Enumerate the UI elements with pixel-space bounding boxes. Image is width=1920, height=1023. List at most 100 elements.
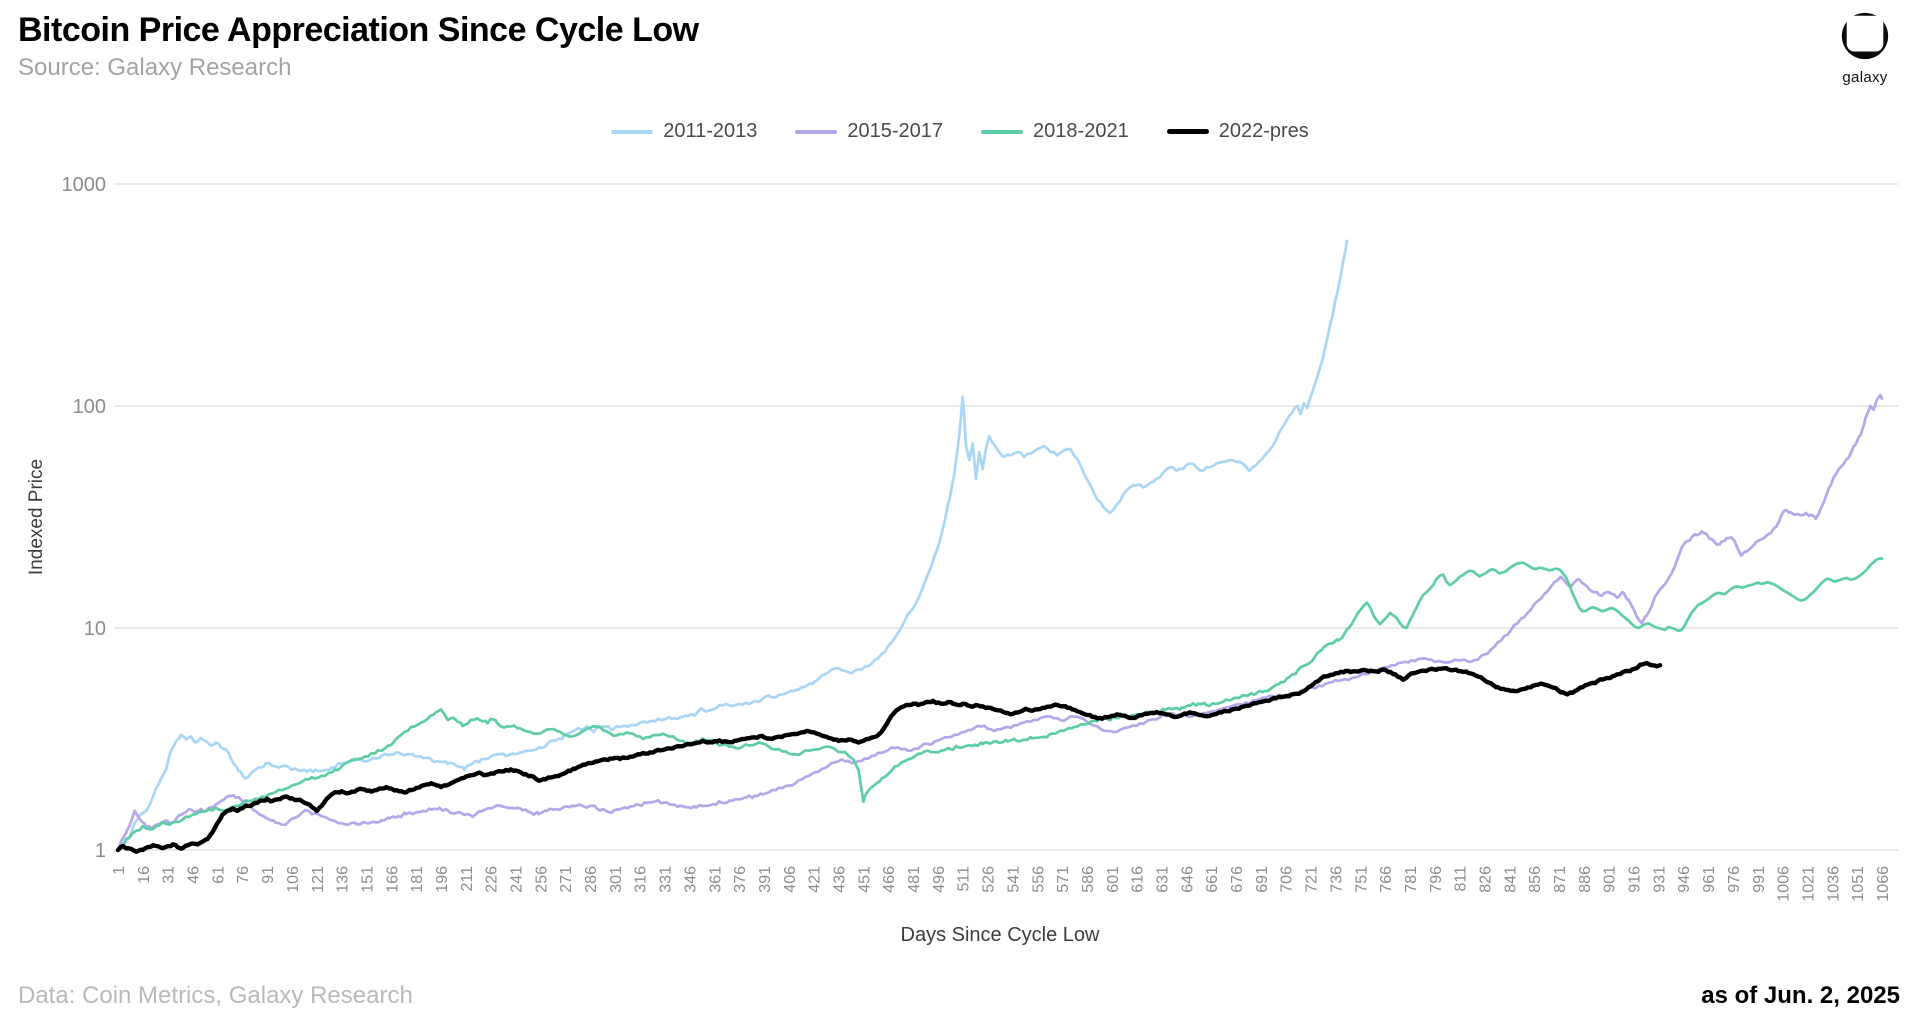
x-tick-label: 871 [1552, 866, 1569, 893]
x-tick-label: 916 [1627, 866, 1644, 893]
legend-label: 2018-2021 [1033, 120, 1129, 142]
legend-label: 2022-pres [1218, 120, 1309, 142]
series-lines [115, 239, 1884, 854]
x-tick-label: 91 [260, 866, 277, 884]
x-tick-label: 961 [1701, 866, 1718, 893]
x-tick-label: 661 [1204, 866, 1221, 893]
x-tick-label: 646 [1179, 866, 1196, 893]
x-tick-label: 256 [533, 866, 550, 893]
x-tick-label: 901 [1602, 866, 1619, 893]
page-subtitle: Source: Galaxy Research [18, 54, 292, 81]
y-tick-label: 1000 [62, 174, 107, 196]
legend-label: 2015-2017 [847, 120, 944, 142]
x-tick-label: 211 [459, 866, 476, 892]
x-tick-label: 391 [757, 866, 774, 893]
legend-item-2015-2017: 2015-2017 [795, 120, 943, 143]
x-tick-label: 16 [136, 866, 153, 884]
x-tick-label: 466 [881, 866, 898, 893]
x-tick-label: 106 [285, 866, 302, 893]
x-tick-label: 451 [856, 866, 873, 893]
x-tick-label: 1006 [1776, 866, 1793, 902]
x-tick-label: 856 [1527, 866, 1544, 893]
x-tick-label: 1 [111, 866, 128, 875]
x-tick-label: 181 [409, 866, 426, 893]
x-tick-label: 196 [434, 866, 451, 893]
series-line-2022-pres [115, 660, 1663, 854]
series-line-2015-2017 [116, 393, 1884, 852]
x-tick-label: 676 [1229, 866, 1246, 893]
x-axis-title: Days Since Cycle Low [901, 924, 1101, 946]
y-tick-label: 1 [95, 840, 106, 862]
legend-item-2022-pres: 2022-pres [1166, 120, 1309, 143]
x-tick-label: 61 [210, 866, 227, 884]
x-tick-label: 1051 [1850, 866, 1867, 902]
x-tick-label: 331 [658, 866, 675, 893]
footer-as-of-date: as of Jun. 2, 2025 [1701, 982, 1900, 1009]
x-axis-tick-labels: 1 16 31 46 61 76 91 106 121 136 151 166 181 196 211 226… [111, 866, 1892, 902]
x-tick-label: 1066 [1875, 866, 1892, 902]
legend-item-2018-2021: 2018-2021 [981, 120, 1129, 143]
x-tick-label: 271 [558, 866, 575, 893]
galaxy-logo-icon [1841, 12, 1889, 60]
x-tick-label: 556 [1030, 866, 1047, 893]
x-tick-label: 301 [608, 866, 625, 893]
legend-swatch [795, 129, 838, 134]
x-tick-label: 361 [707, 866, 724, 893]
footer-data-source: Data: Coin Metrics, Galaxy Research [18, 982, 413, 1009]
galaxy-logo-text: galaxy [1842, 69, 1888, 86]
x-tick-label: 226 [484, 866, 501, 893]
x-tick-label: 691 [1254, 866, 1271, 893]
x-tick-label: 436 [832, 866, 849, 893]
x-tick-label: 751 [1353, 866, 1370, 893]
x-tick-label: 76 [235, 866, 252, 884]
x-tick-label: 841 [1502, 866, 1519, 893]
x-tick-label: 241 [509, 866, 526, 893]
galaxy-logo: galaxy [1830, 10, 1900, 86]
legend-swatch [1166, 129, 1209, 134]
x-tick-label: 346 [682, 866, 699, 893]
gridlines [114, 183, 1898, 851]
x-tick-label: 481 [906, 866, 923, 893]
x-tick-label: 586 [1080, 866, 1097, 893]
x-tick-label: 811 [1453, 866, 1470, 892]
x-tick-label: 931 [1651, 866, 1668, 893]
x-tick-label: 631 [1154, 866, 1171, 893]
x-tick-label: 1021 [1800, 866, 1817, 902]
x-tick-label: 541 [1005, 866, 1022, 893]
x-tick-label: 1036 [1825, 866, 1842, 902]
x-tick-label: 946 [1676, 866, 1693, 893]
x-tick-label: 511 [956, 866, 973, 892]
x-tick-label: 706 [1279, 866, 1296, 893]
series-line-2018-2021 [116, 556, 1884, 852]
legend-label: 2011-2013 [663, 120, 758, 142]
x-tick-label: 976 [1726, 866, 1743, 893]
y-tick-label: 100 [73, 396, 106, 418]
legend-swatch [981, 129, 1024, 134]
x-tick-label: 421 [807, 866, 824, 893]
x-tick-label: 886 [1577, 866, 1594, 893]
x-tick-label: 826 [1477, 866, 1494, 893]
x-tick-label: 166 [384, 866, 401, 893]
y-axis-tick-labels: 1000 100 10 1 [62, 174, 107, 862]
x-tick-label: 601 [1105, 866, 1122, 893]
header: Bitcoin Price Appreciation Since Cycle L… [18, 10, 699, 84]
x-tick-label: 766 [1378, 866, 1395, 893]
series-line-2011-2013 [116, 239, 1349, 852]
x-tick-label: 376 [732, 866, 749, 893]
legend-swatch [611, 129, 654, 134]
x-tick-label: 526 [981, 866, 998, 893]
x-tick-label: 721 [1304, 866, 1321, 893]
x-tick-label: 571 [1055, 866, 1072, 893]
x-tick-label: 796 [1428, 866, 1445, 893]
x-tick-label: 991 [1751, 866, 1768, 893]
x-tick-label: 406 [782, 866, 799, 893]
x-tick-label: 46 [186, 866, 203, 884]
x-tick-label: 151 [359, 866, 376, 893]
x-tick-label: 616 [1130, 866, 1147, 893]
y-tick-label: 10 [84, 618, 106, 640]
x-tick-label: 286 [583, 866, 600, 893]
x-tick-label: 136 [335, 866, 352, 893]
page-title: Bitcoin Price Appreciation Since Cycle L… [18, 11, 699, 49]
x-tick-label: 736 [1328, 866, 1345, 893]
x-tick-label: 31 [161, 866, 178, 884]
